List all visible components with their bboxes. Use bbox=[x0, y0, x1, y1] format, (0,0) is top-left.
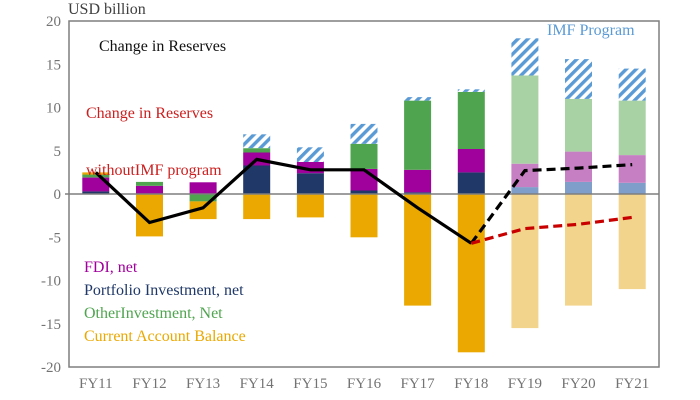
x-tick-label-FY16: FY16 bbox=[347, 376, 382, 392]
y-tick-label-15: 15 bbox=[46, 57, 61, 73]
bar-segment-other-FY13 bbox=[189, 194, 217, 202]
x-tick-label-FY13: FY13 bbox=[186, 376, 220, 392]
axis-layer bbox=[65, 20, 660, 368]
bar-segment-cab-FY17 bbox=[404, 194, 432, 306]
without-imf-line-label: Change in Reserves withoutIMF program bbox=[86, 66, 222, 218]
bar-segment-other-FY21 bbox=[618, 100, 646, 156]
bar-segment-cab-FY18 bbox=[457, 194, 485, 353]
bar-segment-imf-FY21 bbox=[618, 68, 646, 101]
bar-segment-portfolio-FY15 bbox=[296, 173, 324, 194]
bar-segment-fdi-FY18 bbox=[457, 149, 485, 173]
x-tick-label-FY21: FY21 bbox=[615, 376, 649, 392]
bar-segment-imf-FY18 bbox=[457, 89, 485, 92]
bar-segment-other-FY20 bbox=[565, 98, 592, 152]
y-tick-label-20: 20 bbox=[46, 14, 61, 30]
y-tick-label--5: -5 bbox=[49, 230, 62, 246]
bar-segment-other-FY17 bbox=[404, 100, 432, 170]
y-tick-label--20: -20 bbox=[41, 360, 61, 376]
bar-segment-other-FY16 bbox=[350, 143, 378, 169]
bar-segment-imf-FY20 bbox=[565, 59, 592, 99]
bar-segment-fdi-FY11 bbox=[82, 177, 110, 192]
bar-segment-other-FY12 bbox=[136, 181, 163, 186]
bar-segment-portfolio-FY18 bbox=[457, 172, 485, 194]
x-tick-label-FY17: FY17 bbox=[401, 376, 436, 392]
bar-segment-fdi-FY16 bbox=[350, 168, 378, 191]
axis-unit-label: USD billion bbox=[68, 1, 146, 18]
bar-segment-imf-FY14 bbox=[243, 134, 271, 149]
y-tick-label--15: -15 bbox=[41, 317, 61, 333]
legend-item-fdi: FDI, net bbox=[84, 259, 138, 276]
bar-segment-fdi-FY13 bbox=[189, 182, 217, 194]
legend: FDI, net Portfolio Investment, net OtherIn… bbox=[84, 256, 246, 348]
bar-segment-portfolio-FY16 bbox=[350, 190, 378, 194]
bar-segment-portfolio-FY21 bbox=[618, 182, 646, 194]
bar-segment-imf-FY17 bbox=[404, 97, 432, 101]
reserves-line-label: Change in Reserves bbox=[99, 38, 227, 55]
imf-program-label: IMF Program bbox=[547, 22, 635, 39]
x-tick-label-FY15: FY15 bbox=[293, 376, 327, 392]
bar-segment-fdi-FY12 bbox=[136, 185, 163, 194]
x-tick-label-FY19: FY19 bbox=[508, 376, 542, 392]
bar-segment-cab-FY14 bbox=[243, 194, 271, 220]
bar-segment-imf-FY16 bbox=[350, 123, 378, 144]
bar-segment-fdi-FY21 bbox=[618, 155, 646, 183]
x-tick-label-FY11: FY11 bbox=[79, 376, 113, 392]
y-tick-label-10: 10 bbox=[46, 101, 61, 117]
lines-layer bbox=[94, 157, 633, 245]
legend-item-other: OtherInvestment, Net bbox=[84, 305, 223, 322]
bar-segment-cab-FY20 bbox=[565, 194, 592, 306]
bar-segment-portfolio-FY14 bbox=[243, 165, 271, 194]
without-imf-line-label-line2: withoutIMF program bbox=[86, 162, 222, 179]
y-tick-label-0: 0 bbox=[54, 187, 62, 203]
bar-segment-other-FY19 bbox=[511, 75, 539, 164]
y-tick-label--10: -10 bbox=[41, 274, 61, 290]
legend-item-cab: Current Account Balance bbox=[84, 328, 246, 345]
bars-layer bbox=[82, 38, 646, 353]
bar-segment-cab-FY19 bbox=[511, 194, 539, 329]
bar-segment-fdi-FY17 bbox=[404, 169, 432, 193]
x-tick-label-FY18: FY18 bbox=[454, 376, 488, 392]
bar-segment-fdi-FY15 bbox=[296, 162, 324, 174]
bar-segment-portfolio-FY19 bbox=[511, 187, 539, 194]
ticks-layer: 20 15 10 5 0 -5 -10 -15 -20 FY11 FY12 FY13 FY14 FY15 F… bbox=[41, 14, 649, 392]
line-reserves-projection bbox=[470, 163, 633, 245]
bar-segment-imf-FY19 bbox=[511, 38, 539, 76]
line-reserves bbox=[94, 157, 473, 245]
bar-segment-other-FY14 bbox=[243, 148, 271, 153]
x-tick-label-FY20: FY20 bbox=[561, 376, 595, 392]
bar-segment-cab-FY13 bbox=[189, 201, 217, 220]
bar-segment-cab-FY15 bbox=[296, 194, 324, 218]
without-imf-line-label-line1: Change in Reserves bbox=[86, 105, 214, 122]
bar-segment-cab-FY21 bbox=[618, 194, 646, 290]
bar-segment-other-FY11 bbox=[82, 174, 110, 178]
bar-segment-other-FY18 bbox=[457, 91, 485, 149]
bar-segment-portfolio-FY11 bbox=[82, 191, 110, 194]
line-without-imf bbox=[470, 215, 633, 245]
y-tick-label-5: 5 bbox=[54, 144, 62, 160]
x-tick-label-FY12: FY12 bbox=[132, 376, 166, 392]
legend-item-portfolio: Portfolio Investment, net bbox=[84, 282, 244, 299]
bar-segment-portfolio-FY20 bbox=[565, 181, 592, 194]
bar-segment-imf-FY15 bbox=[296, 147, 324, 162]
x-tick-label-FY14: FY14 bbox=[240, 376, 275, 392]
bar-segment-portfolio-FY17 bbox=[404, 192, 432, 194]
bar-segment-cab-FY16 bbox=[350, 194, 378, 238]
